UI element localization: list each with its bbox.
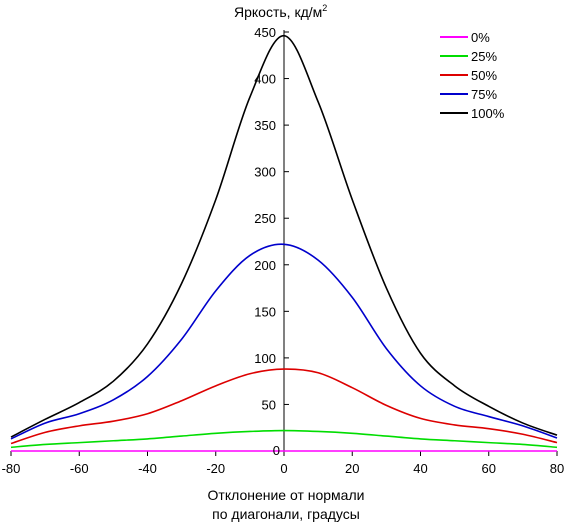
x-tick-label: 40 <box>413 461 427 476</box>
legend-label: 75% <box>471 87 497 102</box>
y-axis-title: Яркость, кд/м2 <box>234 3 327 20</box>
y-tick-label: 100 <box>254 351 276 366</box>
y-tick-label: 0 <box>273 443 280 458</box>
y-tick-label: 450 <box>254 25 276 40</box>
x-tick-label: -20 <box>206 461 225 476</box>
y-tick-label: 350 <box>254 118 276 133</box>
series-line-25pct <box>10 429 558 449</box>
series-line-75pct <box>10 243 558 440</box>
legend-label: 50% <box>471 68 497 83</box>
x-axis-title-line1: Отклонение от нормали <box>208 487 365 503</box>
x-tick-label: 20 <box>345 461 359 476</box>
y-tick-label: 300 <box>254 165 276 180</box>
y-tick-label: 200 <box>254 258 276 273</box>
y-tick-label: 250 <box>254 211 276 226</box>
legend: 0% 25% 50% 75% 100% <box>440 30 505 121</box>
tick-labels: -80 -60 -40 -20 0 20 40 60 80 0 50 100 150 200 250 300 3… <box>2 25 565 476</box>
y-tick-label: 50 <box>262 397 276 412</box>
y-tick-label: 150 <box>254 304 276 319</box>
series-layer <box>10 34 558 452</box>
x-tick-label: 80 <box>550 461 564 476</box>
legend-label: 0% <box>471 30 490 45</box>
legend-label: 100% <box>471 106 505 121</box>
x-axis-title-line2: по диагонали, градусы <box>212 506 360 522</box>
x-tick-label: -80 <box>2 461 21 476</box>
x-tick-label: 0 <box>280 461 287 476</box>
x-tick-label: 60 <box>482 461 496 476</box>
series-line-100pct <box>10 34 558 438</box>
x-tick-label: -60 <box>70 461 89 476</box>
series-line-50pct <box>10 368 558 445</box>
x-tick-label: -40 <box>138 461 157 476</box>
y-tick-label: 400 <box>254 72 276 87</box>
legend-label: 25% <box>471 49 497 64</box>
